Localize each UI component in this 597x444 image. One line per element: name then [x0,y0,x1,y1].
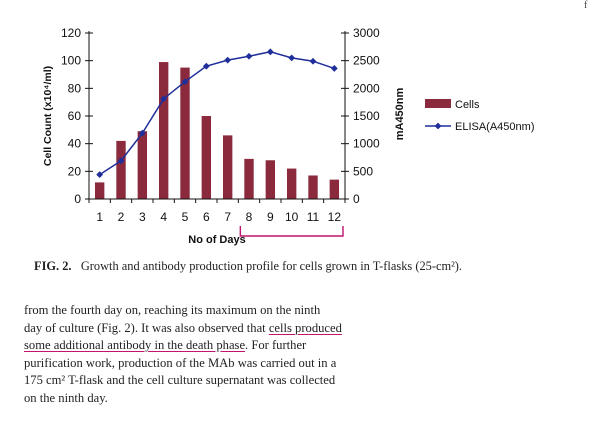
right-tick-label: 500 [353,164,373,178]
x-tick-label: 8 [246,210,253,224]
page-corner-mark: f [584,0,588,11]
right-axis-title: mA450nm [394,87,406,140]
elisa-point [96,171,104,179]
x-tick-label: 6 [203,210,210,224]
elisa-point [288,54,296,62]
x-tick-label: 4 [160,210,167,224]
body-line: from the fourth day on, reaching its max… [24,303,321,317]
x-tick-label: 2 [118,210,125,224]
x-tick-label: 12 [328,210,342,224]
right-tick-label: 3000 [353,26,380,40]
x-tick-label: 7 [224,210,231,224]
chart-legend: Cells ELISA(A450nm) [425,99,534,133]
elisa-point [224,56,232,64]
elisa-point [138,129,146,137]
cells-bar [116,140,126,199]
left-tick-label: 60 [68,109,82,123]
x-tick-label: 11 [307,210,320,224]
left-tick-label: 100 [61,54,81,68]
cells-bar [201,116,212,199]
cells-bar [244,158,254,199]
x-tick-label: 3 [139,210,146,224]
underlined-segment: cells produced [268,320,342,335]
left-tick-label: 80 [68,81,82,95]
cells-bar [94,182,105,199]
elisa-point [181,78,189,86]
legend-elisa-marker [434,122,442,130]
left-tick-label: 0 [74,192,81,206]
cells-bar [286,168,297,199]
cells-bar [137,131,148,199]
elisa-series-line [99,51,335,176]
elisa-point [160,95,168,103]
cells-bar [308,175,318,199]
legend-elisa-label: ELISA(A450nm) [455,121,534,133]
elisa-point [245,52,253,60]
elisa-point [330,65,338,72]
chart-axes [88,31,346,200]
body-segment: . For further [245,338,307,352]
body-line: some additional antibody in the death ph… [24,337,396,355]
right-tick-label: 2500 [353,54,380,68]
body-line: day of culture (Fig. 2). It was also obs… [24,320,396,338]
left-tick-label: 120 [61,26,81,40]
body-line: on the ninth day. [24,390,108,405]
right-tick-label: 0 [353,192,360,206]
legend-cells-swatch [425,99,451,108]
figure-caption-text: Growth and antibody production profile f… [80,259,463,273]
growth-chart: 0 20 40 60 80 100 120 0 500 1000 1500 2000 2500 3000 1… [42,26,534,246]
cells-bars [94,62,340,199]
elisa-point [309,57,317,65]
body-line: 175 cm² T-flask and the cell culture sup… [24,373,336,387]
right-tick-label: 1500 [353,109,380,123]
death-phase-bracket [239,226,344,237]
cells-bar [222,135,233,199]
chart-ticks: 0 20 40 60 80 100 120 0 500 1000 1500 2000 2500 3000 1… [42,26,406,246]
elisa-point [202,62,210,70]
x-axis-title: No of Days [188,234,245,246]
left-tick-label: 20 [68,164,82,178]
figure-label: FIG. 2. [34,259,72,273]
x-tick-label: 9 [267,210,274,224]
legend-cells-label: Cells [455,99,480,111]
right-tick-label: 1000 [353,137,380,151]
right-tick-label: 2000 [353,81,380,95]
body-segment: day of culture (Fig. 2). It was also obs… [24,320,269,335]
cells-bar [180,67,190,199]
underlined-segment: some additional antibody in the death ph… [24,338,246,352]
cells-bar [265,160,276,199]
cells-bar [158,62,169,199]
x-tick-label: 1 [96,210,103,224]
left-axis-title: Cell Count (x10⁴/ml) [42,66,54,166]
elisa-line [96,48,338,179]
left-tick-label: 40 [68,137,82,151]
x-tick-label: 10 [285,210,299,224]
body-paragraph: from the fourth day on, reaching its max… [24,302,396,407]
x-tick-label: 5 [182,210,189,224]
elisa-point [266,48,274,56]
figure-caption: FIG. 2. Growth and antibody production p… [34,259,584,274]
chart-annotation [239,226,344,237]
elisa-point [117,157,125,165]
cells-bar [329,179,340,199]
body-line: purification work, production of the MAb… [24,355,337,370]
